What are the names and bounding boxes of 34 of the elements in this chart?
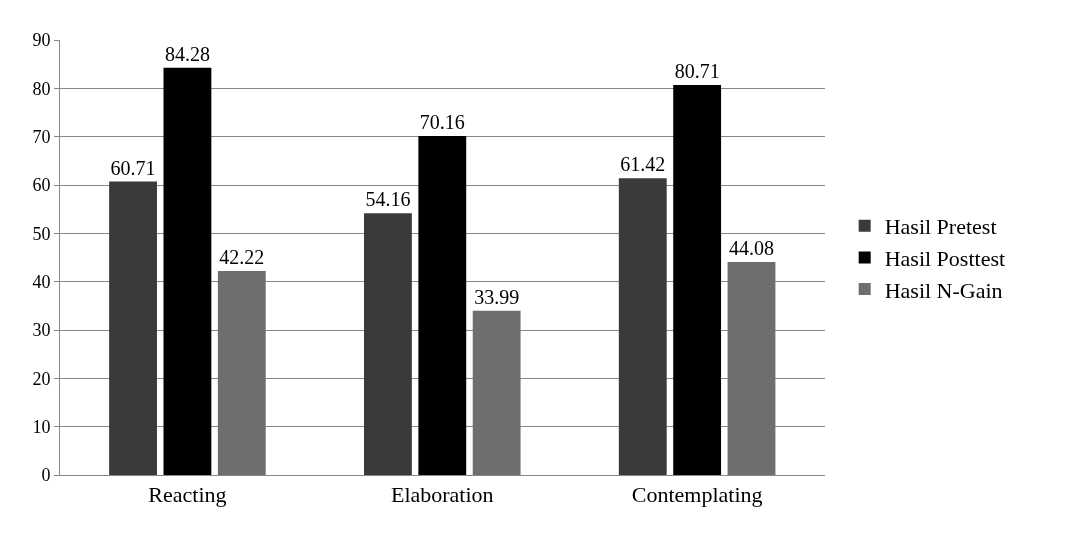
- legend-label: Hasil Pretest: [884, 214, 997, 240]
- bar: [618, 178, 667, 475]
- bar: [109, 181, 157, 475]
- y-tick-label: 0: [41, 465, 51, 486]
- bar: [673, 84, 722, 475]
- bar: [217, 270, 266, 475]
- data-label: 54.16: [365, 188, 411, 211]
- data-label: 60.71: [110, 156, 156, 179]
- bar: [472, 310, 521, 475]
- legend-label: Hasil Posttest: [884, 245, 1006, 271]
- bar: [418, 135, 467, 475]
- data-label: 44.08: [729, 236, 774, 259]
- y-tick-label: 30: [32, 320, 51, 341]
- data-label: 61.42: [620, 153, 666, 176]
- data-label: 80.71: [674, 59, 720, 82]
- data-label: 84.28: [164, 42, 210, 65]
- y-tick-label: 80: [32, 78, 51, 99]
- bar: [163, 67, 212, 475]
- data-label: 70.16: [419, 110, 465, 133]
- y-tick-label: 60: [32, 175, 51, 196]
- y-tick-label: 10: [32, 416, 51, 437]
- bar: [363, 213, 412, 475]
- y-tick-label: 70: [32, 126, 51, 147]
- x-tick-label: Contemplating: [631, 482, 763, 508]
- x-tick-label: Reacting: [148, 482, 227, 508]
- x-tick-label: Elaboration: [390, 482, 494, 508]
- data-label: 42.22: [219, 245, 265, 268]
- legend-label: Hasil N-Gain: [884, 277, 1003, 303]
- y-tick-label: 20: [32, 368, 51, 389]
- y-tick-label: 90: [32, 30, 51, 51]
- y-tick-label: 40: [32, 271, 51, 292]
- y-tick-label: 50: [32, 223, 51, 244]
- bar: [727, 261, 776, 475]
- data-label: 33.99: [474, 285, 520, 308]
